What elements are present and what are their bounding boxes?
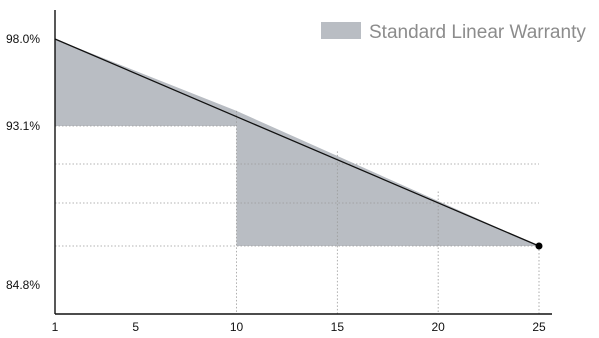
x-tick-label: 15: [331, 320, 345, 334]
y-tick-label: 84.8%: [6, 278, 40, 292]
legend-swatch: [321, 22, 361, 39]
x-tick-label: 5: [132, 320, 139, 334]
y-tick-label: 93.1%: [6, 119, 40, 133]
x-tick-label: 10: [230, 320, 244, 334]
x-tick-label: 20: [431, 320, 445, 334]
line-layer: [54, 38, 543, 250]
grid-layer: [55, 110, 540, 314]
shaded-area-layer: [55, 39, 539, 246]
end-point-marker: [535, 242, 543, 250]
shaded-band-1: [55, 39, 237, 126]
shaded-band-2: [236, 110, 539, 246]
x-tick-labels: 1 5 10 15 20 25: [52, 320, 546, 334]
legend-label: Standard Linear Warranty: [369, 22, 586, 43]
y-tick-label: 98.0%: [6, 32, 40, 46]
warranty-trend-line: [54, 38, 540, 247]
x-tick-label: 25: [532, 320, 546, 334]
x-tick-label: 1: [52, 320, 59, 334]
legend: Standard Linear Warranty: [321, 22, 586, 43]
y-tick-labels: 98.0% 93.1% 84.8%: [6, 32, 40, 292]
axis-layer: [54, 10, 552, 315]
